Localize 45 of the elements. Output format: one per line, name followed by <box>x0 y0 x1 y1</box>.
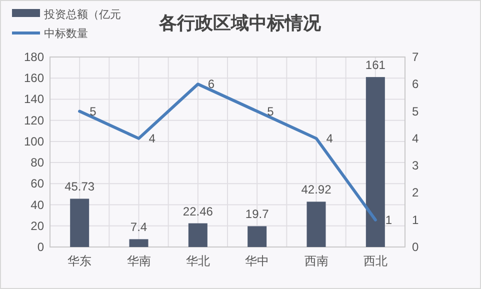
y2-tick-label: 5 <box>412 104 419 118</box>
data-label: 22.46 <box>182 204 214 218</box>
bar <box>70 198 90 247</box>
y-tick-label: 180 <box>24 50 44 64</box>
data-label: 4 <box>326 131 334 146</box>
y2-tick-label: 6 <box>412 77 419 92</box>
y-tick-label: 100 <box>24 134 44 148</box>
legend-label: 投资总额（亿元 <box>43 8 121 21</box>
bar <box>129 239 148 247</box>
x-tick-label: 西南 <box>304 254 328 268</box>
x-tick-label: 华中 <box>245 254 270 268</box>
y2-tick-label: 3 <box>412 158 419 173</box>
data-label: 5 <box>90 104 97 118</box>
data-label: 1 <box>385 212 392 227</box>
y2-tick-label: 4 <box>412 131 419 146</box>
x-tick-label: 华北 <box>186 254 210 268</box>
y2-tick-label: 7 <box>412 50 419 64</box>
x-tick-label: 西北 <box>363 254 388 268</box>
chart-title: 各行政区域中标情况 <box>158 13 322 33</box>
y-tick-label: 140 <box>24 92 44 106</box>
data-label: 4 <box>148 131 156 146</box>
y-tick-label: 60 <box>30 176 44 191</box>
data-label: 161 <box>365 58 386 72</box>
bar <box>366 77 385 247</box>
bar <box>248 226 267 247</box>
data-label: 7.4 <box>130 220 148 234</box>
bar <box>188 223 208 247</box>
y-tick-label: 120 <box>24 113 44 128</box>
y2-tick-label: 1 <box>412 212 419 227</box>
data-label: 42.92 <box>301 182 332 197</box>
y-tick-label: 20 <box>30 218 44 233</box>
data-label: 19.7 <box>245 207 270 222</box>
y-tick-label: 40 <box>30 198 44 212</box>
bar <box>306 202 326 247</box>
legend-label: 中标数量 <box>44 27 88 40</box>
y-tick-label: 0 <box>37 240 44 254</box>
x-tick-label: 华东 <box>68 254 92 268</box>
y-tick-label: 160 <box>24 71 44 86</box>
x-tick-label: 华南 <box>126 254 151 268</box>
data-label: 6 <box>208 77 215 92</box>
data-label: 5 <box>267 104 274 118</box>
y2-tick-label: 2 <box>412 186 419 200</box>
y-tick-label: 80 <box>30 156 44 170</box>
data-label: 45.73 <box>64 180 95 194</box>
y2-tick-label: 0 <box>412 240 419 254</box>
